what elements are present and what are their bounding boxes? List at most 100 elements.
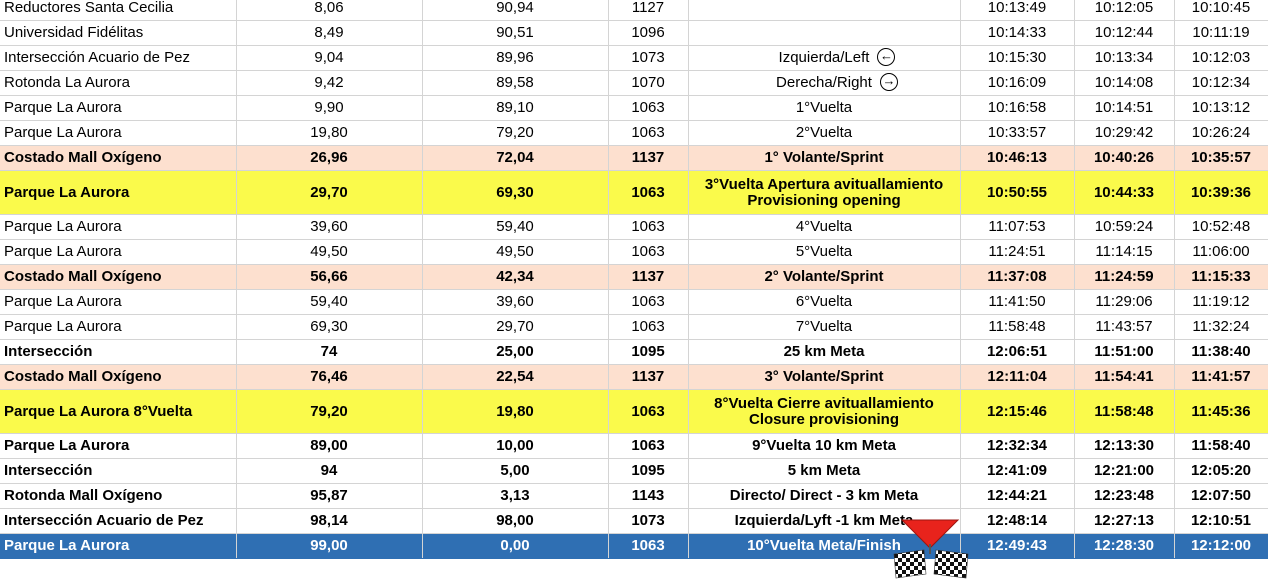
table-row: Intersección Acuario de Pez 98,14 98,00 107… [0, 508, 1268, 534]
time-1-cell: 12:49:43 [960, 533, 1075, 559]
note-text: 10°Vuelta Meta/Finish [747, 537, 901, 554]
time-1-cell: 12:15:46 [960, 389, 1075, 434]
time-3-cell: 11:19:12 [1174, 289, 1268, 315]
note-text: 3°Vuelta Apertura avituallamiento [704, 175, 944, 193]
place-cell: Intersección [0, 339, 237, 365]
route-schedule-table: Reductores Santa Cecilia 8,06 90,94 1127 10:… [0, 0, 1268, 559]
table-row: Parque La Aurora 69,30 29,70 1063 7°Vuelta 11… [0, 314, 1268, 340]
place-cell: Rotonda La Aurora [0, 70, 237, 96]
note-cell: 1°Vuelta [688, 95, 961, 121]
place-cell: Costado Mall Oxígeno [0, 364, 237, 390]
table-row: Parque La Aurora 29,70 69,30 1063 3°Vuelta A… [0, 170, 1268, 215]
note-text: 6°Vuelta [795, 293, 853, 310]
time-2-cell: 10:14:08 [1074, 70, 1175, 96]
time-2-cell: 12:21:00 [1074, 458, 1175, 484]
note-text: 1°Vuelta [795, 99, 853, 116]
km-done-cell: 89,00 [236, 433, 423, 459]
note-text: 4°Vuelta [795, 218, 853, 235]
note-cell: 3° Volante/Sprint [688, 364, 961, 390]
note-text: 7°Vuelta [795, 318, 853, 335]
time-1-cell: 12:32:34 [960, 433, 1075, 459]
km-left-cell: 69,30 [422, 170, 609, 215]
km-done-cell: 39,60 [236, 214, 423, 240]
km-left-cell: 89,96 [422, 45, 609, 71]
km-left-cell: 29,70 [422, 314, 609, 340]
altitude-cell: 1096 [608, 20, 689, 46]
table-row: Parque La Aurora 99,00 0,00 1063 10°Vuelta M… [0, 533, 1268, 559]
note-text: 5 km Meta [787, 462, 861, 479]
time-1-cell: 11:41:50 [960, 289, 1075, 315]
note-text: 5°Vuelta [795, 243, 853, 260]
time-2-cell: 12:28:30 [1074, 533, 1175, 559]
time-2-cell: 11:58:48 [1074, 389, 1175, 434]
km-done-cell: 95,87 [236, 483, 423, 509]
table-row: Parque La Aurora 49,50 49,50 1063 5°Vuelta 11… [0, 239, 1268, 265]
place-cell: Reductores Santa Cecilia [0, 0, 237, 21]
time-1-cell: 12:06:51 [960, 339, 1075, 365]
checkered-flag-icon [893, 519, 969, 579]
km-done-cell: 56,66 [236, 264, 423, 290]
altitude-cell: 1063 [608, 170, 689, 215]
time-3-cell: 10:11:19 [1174, 20, 1268, 46]
time-1-cell: 10:16:58 [960, 95, 1075, 121]
altitude-cell: 1137 [608, 145, 689, 171]
time-3-cell: 11:15:33 [1174, 264, 1268, 290]
time-2-cell: 12:27:13 [1074, 508, 1175, 534]
time-1-cell: 12:48:14 [960, 508, 1075, 534]
place-cell: Parque La Aurora [0, 170, 237, 215]
place-cell: Parque La Aurora [0, 433, 237, 459]
km-done-cell: 9,90 [236, 95, 423, 121]
note-text: Izquierda/Left [778, 49, 870, 66]
place-cell: Intersección Acuario de Pez [0, 508, 237, 534]
km-left-cell: 89,10 [422, 95, 609, 121]
time-1-cell: 12:41:09 [960, 458, 1075, 484]
km-left-cell: 0,00 [422, 533, 609, 559]
time-1-cell: 12:11:04 [960, 364, 1075, 390]
table-row: Parque La Aurora 59,40 39,60 1063 6°Vuelta 11… [0, 289, 1268, 315]
table-row: Costado Mall Oxígeno 56,66 42,34 1137 2° Vol… [0, 264, 1268, 290]
altitude-cell: 1063 [608, 289, 689, 315]
altitude-cell: 1063 [608, 95, 689, 121]
time-3-cell: 11:06:00 [1174, 239, 1268, 265]
note-cell: 7°Vuelta [688, 314, 961, 340]
time-2-cell: 10:12:05 [1074, 0, 1175, 21]
altitude-cell: 1137 [608, 364, 689, 390]
km-left-cell: 10,00 [422, 433, 609, 459]
place-cell: Rotonda Mall Oxígeno [0, 483, 237, 509]
km-left-cell: 42,34 [422, 264, 609, 290]
km-left-cell: 39,60 [422, 289, 609, 315]
altitude-cell: 1063 [608, 314, 689, 340]
km-done-cell: 74 [236, 339, 423, 365]
km-done-cell: 19,80 [236, 120, 423, 146]
time-2-cell: 12:23:48 [1074, 483, 1175, 509]
table-row: Intersección Acuario de Pez 9,04 89,96 1073… [0, 45, 1268, 71]
time-2-cell: 12:13:30 [1074, 433, 1175, 459]
km-left-cell: 89,58 [422, 70, 609, 96]
note-cell: 9°Vuelta 10 km Meta [688, 433, 961, 459]
place-cell: Parque La Aurora [0, 289, 237, 315]
time-3-cell: 11:38:40 [1174, 339, 1268, 365]
table-row: Rotonda Mall Oxígeno 95,87 3,13 1143 Directo… [0, 483, 1268, 509]
time-1-cell: 11:58:48 [960, 314, 1075, 340]
time-1-cell: 10:15:30 [960, 45, 1075, 71]
note-cell: 10°Vuelta Meta/Finish [688, 533, 961, 559]
note-cell [688, 0, 961, 21]
altitude-cell: 1063 [608, 389, 689, 434]
note-cell: 4°Vuelta [688, 214, 961, 240]
km-left-cell: 59,40 [422, 214, 609, 240]
place-cell: Costado Mall Oxígeno [0, 264, 237, 290]
note-text: 2° Volante/Sprint [764, 268, 884, 285]
km-done-cell: 8,49 [236, 20, 423, 46]
altitude-cell: 1095 [608, 339, 689, 365]
time-3-cell: 10:35:57 [1174, 145, 1268, 171]
note-cell: Directo/ Direct - 3 km Meta [688, 483, 961, 509]
place-cell: Costado Mall Oxígeno [0, 145, 237, 171]
km-left-cell: 72,04 [422, 145, 609, 171]
time-3-cell: 11:32:24 [1174, 314, 1268, 340]
note-cell: 5 km Meta [688, 458, 961, 484]
time-3-cell: 11:45:36 [1174, 389, 1268, 434]
time-1-cell: 10:13:49 [960, 0, 1075, 21]
km-done-cell: 9,04 [236, 45, 423, 71]
note-text: Izquierda/Lyft -1 km Meta [734, 512, 914, 529]
place-cell: Parque La Aurora [0, 120, 237, 146]
